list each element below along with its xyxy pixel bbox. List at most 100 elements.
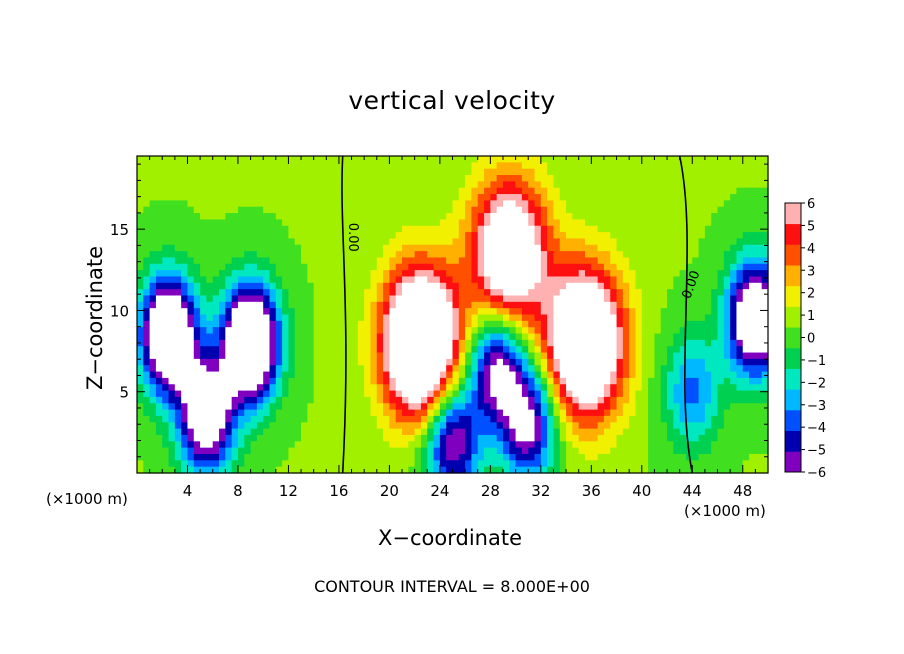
heatmap-cell <box>345 358 353 366</box>
heatmap-cell <box>629 200 637 208</box>
heatmap-cell <box>263 225 271 233</box>
heatmap-cell <box>319 295 327 303</box>
heatmap-cell <box>244 409 252 417</box>
heatmap-cell <box>559 301 567 309</box>
heatmap-cell <box>673 263 681 271</box>
heatmap-cell <box>187 295 195 303</box>
heatmap-cell <box>509 187 517 195</box>
heatmap-cell <box>149 200 157 208</box>
heatmap-cell <box>603 447 611 455</box>
heatmap-cell <box>502 257 510 265</box>
heatmap-cell <box>427 232 435 240</box>
heatmap-cell <box>717 352 725 360</box>
heatmap-cell <box>465 396 473 404</box>
heatmap-cell <box>149 263 157 271</box>
heatmap-cell <box>225 333 233 341</box>
heatmap-cell <box>755 327 763 335</box>
heatmap-cell <box>376 187 384 195</box>
heatmap-cell <box>749 175 756 182</box>
heatmap-cell <box>509 219 517 227</box>
heatmap-cell <box>704 396 712 404</box>
heatmap-cell <box>414 409 422 417</box>
heatmap-cell <box>685 371 693 379</box>
heatmap-cell <box>383 308 390 316</box>
heatmap-cell <box>521 232 529 240</box>
heatmap-cell <box>521 447 529 455</box>
heatmap-cell <box>648 371 656 379</box>
heatmap-cell <box>319 403 327 411</box>
heatmap-cell <box>370 415 378 423</box>
heatmap-cell <box>572 428 580 436</box>
heatmap-cell <box>149 365 157 373</box>
heatmap-cell <box>389 213 397 220</box>
heatmap-cell <box>622 428 630 436</box>
heatmap-cell <box>427 415 435 423</box>
heatmap-cell <box>338 339 346 347</box>
heatmap-cell <box>307 327 315 335</box>
heatmap-cell <box>477 447 485 455</box>
heatmap-cell <box>237 390 245 398</box>
heatmap-cell <box>534 219 542 227</box>
heatmap-cell <box>578 289 586 297</box>
heatmap-cell <box>515 453 523 461</box>
heatmap-cell <box>370 175 378 182</box>
heatmap-cell <box>433 213 441 220</box>
heatmap-cell <box>742 466 750 474</box>
heatmap-cell <box>332 358 340 366</box>
heatmap-cell <box>761 175 769 182</box>
heatmap-cell <box>547 466 555 474</box>
heatmap-cell <box>219 434 226 442</box>
heatmap-cell <box>540 168 548 176</box>
heatmap-cell <box>383 238 390 246</box>
heatmap-cell <box>181 308 189 316</box>
heatmap-cell <box>667 213 674 220</box>
heatmap-cell <box>414 352 422 360</box>
heatmap-cell <box>679 441 687 449</box>
heatmap-cell <box>256 415 264 423</box>
heatmap-cell <box>301 327 308 335</box>
heatmap-cell <box>181 403 189 411</box>
heatmap-cell <box>736 441 744 449</box>
heatmap-cell <box>578 213 586 220</box>
heatmap-cell <box>660 352 668 360</box>
heatmap-cell <box>200 422 208 430</box>
heatmap-cell <box>168 466 176 474</box>
heatmap-cell <box>414 453 422 461</box>
heatmap-cell <box>345 422 353 430</box>
heatmap-cell <box>717 270 725 278</box>
heatmap-cell <box>509 339 517 347</box>
heatmap-cell <box>667 390 674 398</box>
heatmap-cell <box>540 200 548 208</box>
heatmap-cell <box>219 320 226 328</box>
heatmap-cell <box>641 346 649 354</box>
heatmap-cell <box>263 219 271 227</box>
heatmap-cell <box>288 270 296 278</box>
heatmap-cell <box>685 206 693 214</box>
heatmap-cell <box>332 434 340 442</box>
heatmap-cell <box>603 396 611 404</box>
heatmap-cell <box>332 396 340 404</box>
heatmap-cell <box>509 333 517 341</box>
heatmap-cell <box>515 371 523 379</box>
heatmap-cell <box>370 301 378 309</box>
heatmap-cell <box>736 289 744 297</box>
heatmap-cell <box>471 257 479 265</box>
heatmap-cell <box>566 460 573 468</box>
heatmap-cell <box>534 365 542 373</box>
heatmap-cell <box>319 352 327 360</box>
heatmap-cell <box>673 270 681 278</box>
heatmap-cell <box>477 409 485 417</box>
heatmap-cell <box>534 453 542 461</box>
heatmap-cell <box>698 314 706 322</box>
heatmap-cell <box>231 181 239 189</box>
heatmap-cell <box>471 390 479 398</box>
heatmap-cell <box>187 289 195 297</box>
heatmap-cell <box>225 460 233 468</box>
heatmap-cell <box>137 365 144 373</box>
heatmap-cell <box>484 346 491 354</box>
heatmap-cell <box>345 232 353 240</box>
heatmap-cell <box>200 434 208 442</box>
heatmap-cell <box>490 466 498 474</box>
heatmap-cell <box>231 308 239 316</box>
heatmap-cell <box>566 447 573 455</box>
